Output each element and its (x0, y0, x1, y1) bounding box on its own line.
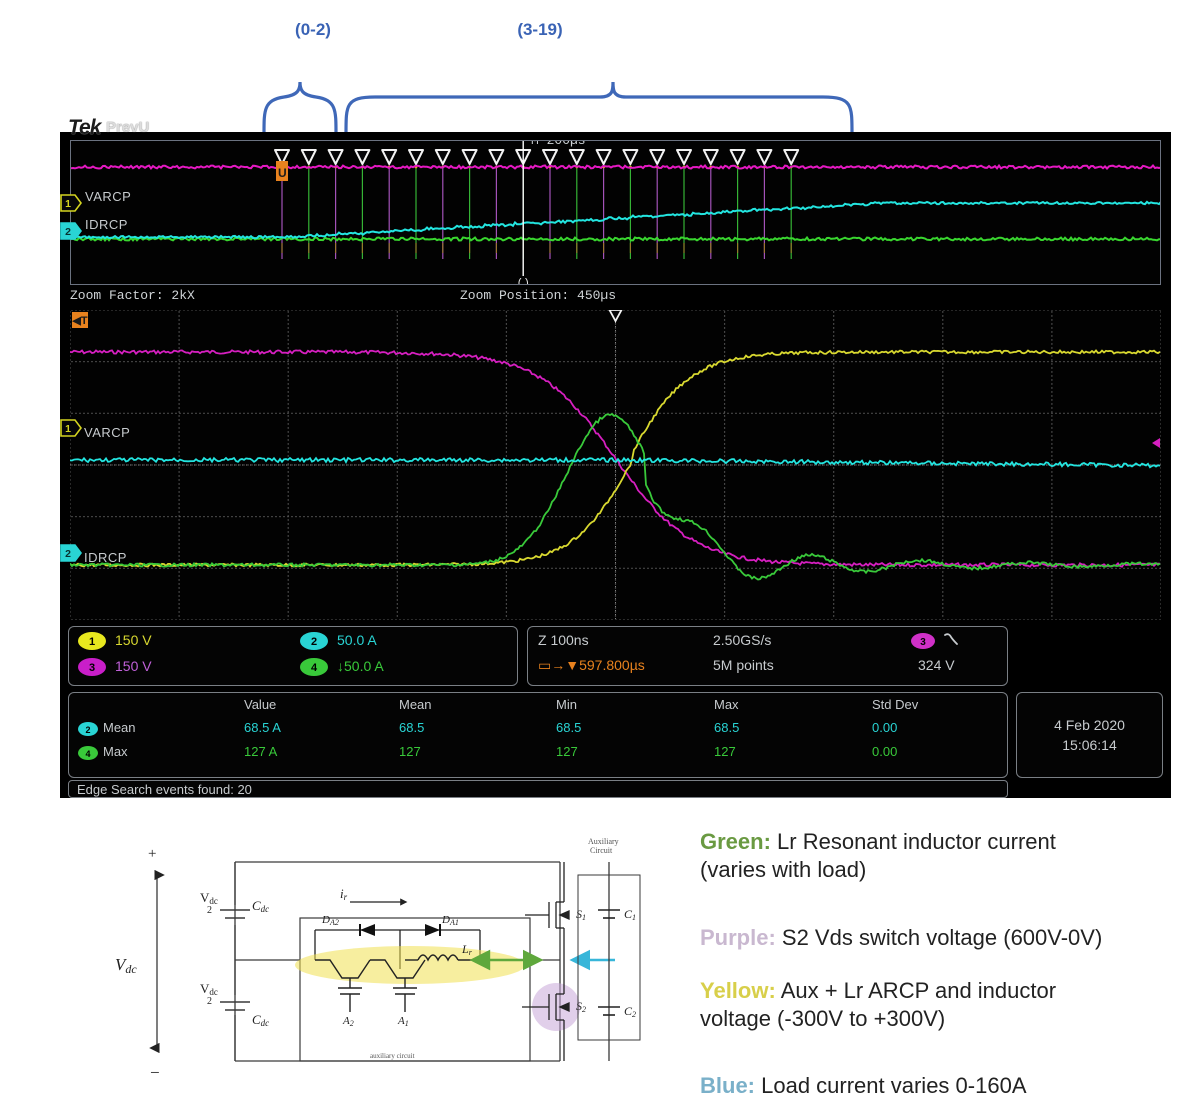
svg-text:2: 2 (207, 996, 212, 1007)
svg-text:DA1: DA1 (441, 914, 459, 927)
svg-text:C1: C1 (624, 907, 636, 922)
svg-text:C2: C2 (624, 1004, 636, 1019)
svg-text:2: 2 (311, 636, 317, 648)
svg-text:A1: A1 (397, 1015, 409, 1028)
svg-text:(): () (517, 278, 530, 285)
svg-text:ir: ir (340, 886, 348, 902)
svg-text:Vdc: Vdc (200, 981, 218, 997)
svg-text:Cdc: Cdc (252, 1012, 269, 1028)
svg-text:Lr: Lr (461, 942, 473, 957)
svg-text:Vdc: Vdc (200, 890, 218, 906)
svg-text:1: 1 (65, 423, 71, 435)
svg-text:Auxiliary: Auxiliary (588, 837, 619, 846)
svg-text:4: 4 (85, 749, 90, 759)
svg-text:auxiliary circuit: auxiliary circuit (370, 1052, 415, 1060)
svg-text:1: 1 (65, 198, 71, 210)
svg-text:4: 4 (311, 662, 318, 674)
svg-text:A2: A2 (342, 1015, 354, 1028)
svg-text:Cdc: Cdc (252, 898, 269, 914)
svg-text:2: 2 (207, 905, 212, 916)
svg-text:2: 2 (65, 226, 71, 238)
svg-text:Vdc: Vdc (115, 955, 137, 976)
svg-text:2: 2 (85, 725, 90, 735)
svg-text:Circuit: Circuit (590, 846, 613, 855)
svg-text:2: 2 (65, 548, 71, 560)
svg-text:1: 1 (89, 636, 95, 648)
svg-text:U: U (278, 166, 287, 180)
svg-text:3: 3 (920, 637, 926, 648)
svg-text:−: − (150, 1063, 160, 1082)
svg-text:+: + (148, 846, 156, 862)
svg-text:DA2: DA2 (321, 914, 339, 927)
svg-text:3: 3 (89, 662, 95, 674)
